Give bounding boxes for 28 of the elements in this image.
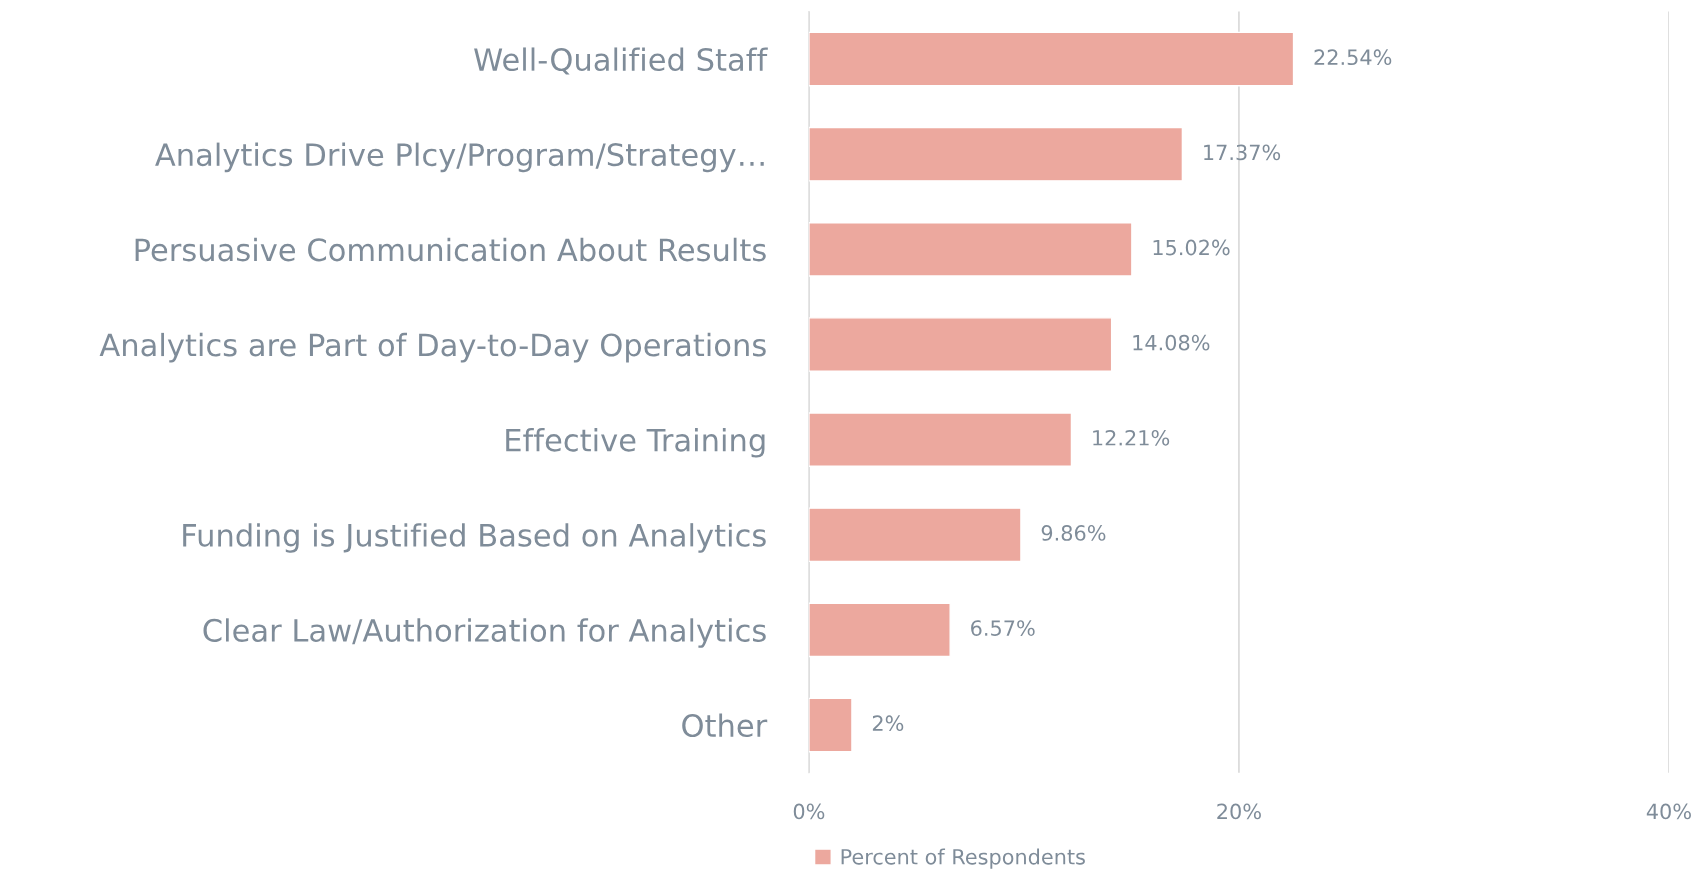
bar bbox=[808, 412, 1073, 467]
y-tick-label: Effective Training bbox=[506, 428, 765, 458]
bar bbox=[808, 126, 1184, 182]
x-tick-label: 0% bbox=[793, 803, 825, 820]
y-tick-label: Analytics Drive Plcy/Program/Strategy… bbox=[155, 142, 764, 173]
y-tick-label: Other bbox=[682, 713, 768, 738]
x-tick-label: 20% bbox=[1217, 803, 1261, 820]
y-tick-label: Persuasive Communication About Results bbox=[135, 237, 766, 262]
x-tick-label: 40% bbox=[1646, 803, 1691, 820]
legend-label: Percent of Respondents bbox=[841, 848, 1085, 869]
data-label: 2% bbox=[872, 715, 904, 732]
data-label: 6.57% bbox=[971, 620, 1035, 636]
bar bbox=[808, 697, 853, 753]
y-tick-label: Well-Qualified Staff bbox=[474, 47, 768, 75]
bar bbox=[808, 602, 951, 658]
y-tick-label: Clear Law/Authorization for Analytics bbox=[203, 618, 766, 648]
data-label: 9.86% bbox=[1041, 525, 1106, 541]
data-label: 15.02% bbox=[1153, 239, 1230, 256]
data-label: 14.08% bbox=[1133, 334, 1210, 351]
bar bbox=[808, 507, 1022, 563]
data-label: 22.54% bbox=[1314, 49, 1392, 66]
bar bbox=[808, 222, 1133, 277]
bar bbox=[808, 31, 1295, 87]
y-tick-label: Funding is Justified Based on Analytics bbox=[183, 523, 766, 553]
data-label: 17.37% bbox=[1204, 144, 1281, 161]
bar bbox=[808, 317, 1113, 372]
data-label: 12.21% bbox=[1093, 429, 1170, 446]
y-tick-label: Analytics are Part of Day-to-Day Operations bbox=[99, 332, 766, 363]
